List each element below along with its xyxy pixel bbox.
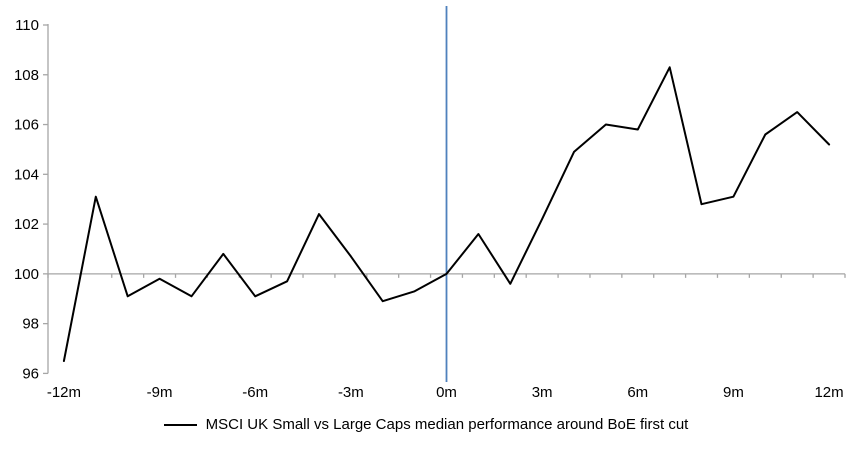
y-axis-tick-label: 110 — [15, 17, 39, 34]
x-axis-tick-label: -3m — [338, 384, 364, 401]
y-axis-tick-label: 96 — [22, 365, 39, 382]
legend-line-swatch — [163, 423, 197, 426]
series-line — [62, 66, 831, 362]
x-axis-tick-label: -6m — [242, 384, 268, 401]
y-axis-tick-label: 102 — [14, 216, 39, 233]
y-axis-tick-label: 100 — [14, 266, 39, 283]
y-axis-tick-label: 104 — [14, 166, 39, 183]
legend: MSCI UK Small vs Large Caps median perfo… — [0, 416, 852, 433]
x-axis-tick-label: 12m — [814, 384, 843, 401]
x-axis-tick-label: 3m — [532, 384, 553, 401]
x-axis-tick-label: 6m — [627, 384, 648, 401]
y-axis-tick-label: 106 — [14, 117, 39, 134]
y-axis-tick-label: 98 — [22, 316, 39, 333]
x-axis-tick-label: 9m — [723, 384, 744, 401]
x-axis-tick-label: -9m — [147, 384, 173, 401]
x-axis-tick-label: 0m — [436, 384, 457, 401]
x-axis-tick-label: -12m — [47, 384, 81, 401]
legend-series-label: MSCI UK Small vs Large Caps median perfo… — [205, 416, 689, 433]
y-axis-tick-label: 108 — [14, 67, 39, 84]
